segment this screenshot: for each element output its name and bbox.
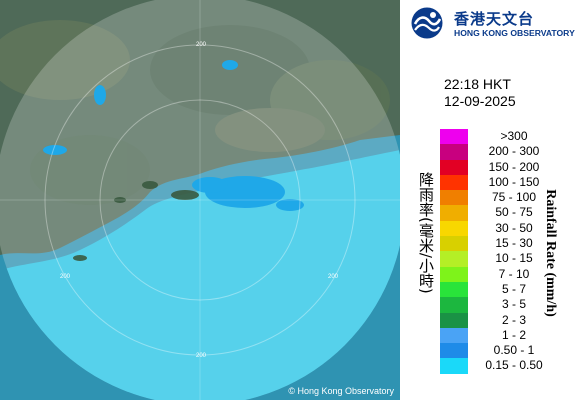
legend-swatch: [440, 129, 468, 145]
legend-swatch: [440, 266, 468, 282]
range-label-south: 200: [196, 353, 207, 359]
legend-label: 2 - 3: [501, 312, 526, 327]
legend-row: 50 - 75: [440, 205, 560, 221]
legend-row: 3 - 5: [440, 297, 560, 313]
legend-swatch: [440, 190, 468, 206]
legend-swatch: [440, 251, 468, 267]
legend-label: 50 - 75: [495, 205, 533, 220]
legend-label: 3 - 5: [501, 297, 526, 312]
legend-label: >300: [500, 129, 528, 143]
rainfall-legend: >300 200 - 300 150 - 200 100 - 150 75 - 100 5…: [440, 129, 560, 374]
radar-map[interactable]: 200 200 200 200 © Hong Kong Observatory: [0, 0, 400, 400]
legend-swatch: [440, 312, 468, 328]
legend-swatch: [440, 236, 468, 252]
info-panel: 香港天文台 HONG KONG OBSERVATORY 22:18 HKT 12…: [400, 0, 577, 400]
range-rings: [44, 44, 356, 356]
legend-label: 7 - 10: [498, 266, 530, 281]
radar-date: 12-09-2025: [444, 93, 516, 109]
legend-row: 75 - 100: [440, 190, 560, 206]
legend-row: 2 - 3: [440, 312, 560, 328]
legend-swatch: [440, 159, 468, 175]
range-label-east: 200: [328, 274, 339, 280]
legend-label: 10 - 15: [495, 251, 533, 266]
legend-label: 150 - 200: [488, 159, 540, 174]
legend-row: 150 - 200: [440, 159, 560, 175]
legend-swatch: [440, 343, 468, 359]
legend-label: 15 - 30: [495, 236, 533, 251]
radar-time: 22:18 HKT: [444, 76, 511, 92]
rain-area-sea: [0, 150, 400, 400]
legend-row: 10 - 15: [440, 251, 560, 267]
org-name-en: HONG KONG OBSERVATORY: [454, 28, 575, 38]
legend-row: 15 - 30: [440, 236, 560, 252]
legend-row: 5 - 7: [440, 281, 560, 298]
legend-label: 0.50 - 1: [493, 343, 535, 358]
legend-row: 7 - 10: [440, 266, 560, 282]
legend-swatch: [440, 144, 468, 160]
legend-swatch: [440, 297, 468, 313]
legend-row: 30 - 50: [440, 220, 560, 237]
legend-row: 0.50 - 1: [440, 343, 560, 359]
legend-swatch: [440, 281, 468, 298]
legend-row: 200 - 300: [440, 144, 560, 160]
legend-label: 1 - 2: [501, 327, 526, 342]
legend-swatch: [440, 174, 468, 191]
legend-title-en: Rainfall Rate (mm/h): [543, 189, 558, 317]
legend-swatch: [440, 327, 468, 344]
legend-label: 75 - 100: [491, 190, 537, 205]
legend-row: >300: [440, 129, 560, 145]
org-name-zh: 香港天文台: [454, 10, 535, 28]
range-label-north: 200: [196, 42, 207, 48]
radar-map-graphic: 200 200 200 200: [0, 0, 400, 400]
map-copyright: © Hong Kong Observatory: [288, 386, 394, 396]
coastline-islands: [73, 181, 199, 261]
legend-swatch: [440, 205, 468, 221]
rain-cells: [43, 60, 304, 211]
legend-label: 100 - 150: [488, 174, 540, 189]
legend-swatch: [440, 220, 468, 237]
legend-row: 100 - 150: [440, 174, 560, 191]
hko-logo: 香港天文台 HONG KONG OBSERVATORY: [410, 6, 575, 42]
legend-swatch: [440, 358, 468, 374]
range-label-west: 200: [60, 274, 71, 280]
legend-label: 200 - 300: [488, 144, 540, 159]
legend-row: 1 - 2: [440, 327, 560, 344]
legend-title-zh: 降雨率(毫米/小時): [417, 172, 435, 294]
legend-label: 30 - 50: [495, 220, 533, 235]
hko-emblem-icon: [411, 7, 443, 39]
legend-label: 0.15 - 0.50: [485, 358, 543, 373]
legend-row: 0.15 - 0.50: [440, 358, 560, 374]
legend-label: 5 - 7: [501, 281, 526, 296]
